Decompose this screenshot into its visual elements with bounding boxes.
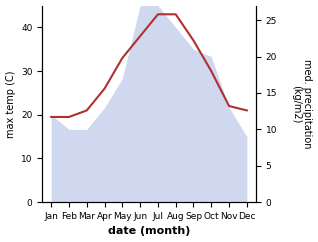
X-axis label: date (month): date (month) xyxy=(108,227,190,236)
Y-axis label: med. precipitation
(kg/m2): med. precipitation (kg/m2) xyxy=(291,59,313,149)
Y-axis label: max temp (C): max temp (C) xyxy=(5,70,16,138)
